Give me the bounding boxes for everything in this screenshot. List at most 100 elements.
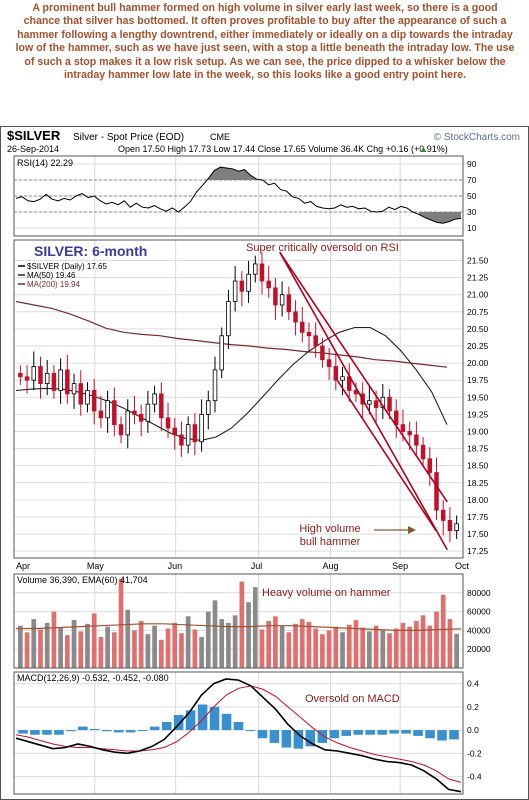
month-label: Apr — [16, 561, 30, 571]
price-candle — [300, 321, 305, 333]
price-candle — [65, 369, 70, 395]
price-candle — [212, 369, 218, 402]
chart-date: 26-Sep-2014 — [7, 144, 59, 154]
price-candle — [440, 509, 446, 521]
price-tick-label: 20.75 — [467, 307, 489, 317]
price-candle — [253, 263, 258, 275]
chart-frame — [0, 126, 529, 800]
price-candle — [78, 383, 84, 405]
volume-bar — [105, 626, 110, 668]
price-candle — [273, 287, 278, 306]
rsi-tick-label: 10 — [467, 223, 477, 233]
volume-bar — [219, 619, 225, 668]
price-tick-label: 18.25 — [467, 478, 489, 488]
volume-bar — [152, 625, 157, 668]
volume-bar — [407, 626, 413, 668]
price-candle — [333, 366, 339, 381]
macd-histogram-bar — [185, 710, 196, 731]
price-candle — [71, 383, 77, 395]
volume-bar — [286, 632, 292, 668]
macd-histogram-bar — [78, 726, 88, 731]
rsi-tick-label: 50 — [467, 191, 477, 201]
price-candle — [219, 335, 224, 371]
price-candle — [313, 335, 318, 347]
macd-histogram-bar — [293, 730, 304, 749]
volume-bar — [199, 636, 204, 668]
channel-lower-line — [279, 251, 448, 551]
price-tick-label: 18.50 — [467, 461, 489, 471]
price-candle — [259, 263, 265, 282]
macd-histogram-bar — [197, 704, 208, 731]
volume-label: Volume 36,390, EMA(60) 41,704 — [17, 575, 148, 585]
price-candle — [232, 280, 238, 302]
price-candle — [407, 431, 412, 436]
price-candle — [51, 372, 57, 391]
volume-bar — [179, 633, 184, 668]
price-candle — [400, 424, 406, 432]
volume-bar — [353, 620, 359, 668]
volume-bar — [387, 633, 392, 668]
volume-bar — [31, 619, 37, 668]
price-candle — [447, 519, 453, 532]
volume-bar — [239, 581, 245, 668]
hammer-arrow-head — [408, 526, 416, 534]
price-candle — [434, 472, 439, 511]
macd-histogram-bar — [317, 730, 328, 743]
rsi-label: RSI(14) 22.29 — [17, 158, 73, 168]
volume-tick-label: 20000 — [467, 644, 491, 654]
symbol-name: Silver - Spot Price (EOD) — [73, 132, 184, 143]
price-panel: 21.50 21.25 21.00 20.75 20.50 20.25 20.00 19.75… — [13, 239, 489, 559]
macd-frame — [13, 671, 464, 795]
volume-bar — [71, 620, 77, 668]
volume-bar — [24, 632, 30, 668]
rsi-oversold-fill — [418, 212, 461, 224]
macd-line — [15, 678, 462, 793]
volume-bar — [306, 621, 312, 668]
price-candle — [85, 390, 90, 405]
price-candle — [199, 413, 204, 443]
volume-bar — [259, 629, 265, 668]
volume-bar — [158, 639, 164, 668]
channel-inner-line — [336, 379, 437, 532]
macd-histogram-bar — [161, 721, 172, 731]
price-tick-label: 18.00 — [467, 495, 489, 505]
volume-bar — [192, 629, 198, 668]
price-candle — [24, 376, 30, 381]
price-candle — [340, 376, 345, 381]
legend-entry: MA(200) 19.94 — [27, 280, 80, 289]
macd-histogram-bar — [413, 730, 423, 736]
macd-histogram-bar — [269, 730, 280, 743]
macd-histogram-bar — [245, 730, 256, 732]
stockcharts-credit: © StockCharts.com — [434, 132, 520, 143]
volume-bar — [414, 621, 419, 668]
price-candle — [246, 273, 251, 292]
volume-bar — [252, 587, 258, 668]
volume-bar — [58, 627, 63, 668]
price-candle — [18, 372, 23, 378]
price-tick-label: 21.50 — [467, 256, 489, 266]
volume-bar — [420, 615, 426, 668]
volume-bar — [125, 609, 131, 668]
price-tick-label: 17.25 — [467, 546, 489, 556]
volume-bar — [138, 621, 144, 668]
price-tick-label: 21.00 — [467, 290, 489, 300]
macd-histogram-bar — [173, 714, 184, 731]
macd-tick-label: -0.2 — [467, 748, 482, 758]
volume-bar — [44, 622, 50, 668]
quote-line: Open 17.50 High 17.73 Low 17.44 Close 17… — [118, 144, 448, 154]
volume-bar — [78, 631, 84, 668]
volume-bar — [118, 578, 124, 668]
rsi-tick-label: 70 — [467, 175, 477, 185]
macd-histogram-bar — [353, 730, 364, 735]
macd-tick-label: 0.4 — [467, 679, 479, 689]
price-tick-label: 20.50 — [467, 324, 489, 334]
macd-histogram-bar — [102, 730, 112, 732]
price-candle — [367, 400, 372, 405]
price-candle — [414, 434, 419, 446]
price-candle — [239, 280, 245, 292]
price-candle — [454, 523, 459, 532]
price-tick-label: 21.25 — [467, 273, 489, 283]
macd-histogram-bar — [425, 730, 435, 739]
ma200-line — [15, 300, 448, 368]
rsi-tick-label: 30 — [467, 207, 477, 217]
